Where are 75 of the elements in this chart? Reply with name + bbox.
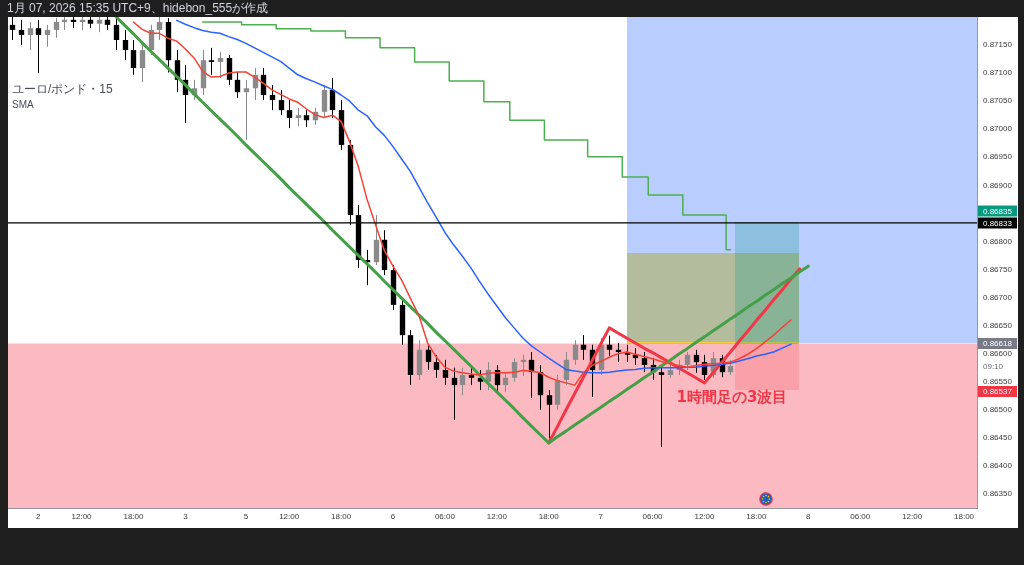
candlestick — [234, 71, 241, 99]
candlestick — [208, 47, 215, 76]
candlestick — [442, 359, 449, 386]
text: 0.86537 — [983, 387, 1013, 397]
x-tick-label: 06:00 — [434, 512, 456, 521]
candlestick — [433, 354, 440, 379]
candlestick — [286, 99, 293, 129]
y-tick-label: 0.86550 — [983, 376, 1013, 386]
candlestick — [9, 17, 16, 41]
text: 1月 07, 2026 15:35 UTC+9、hidebon_555が作成 — [7, 1, 269, 16]
candlestick — [269, 84, 276, 111]
annotation: 1時間足の3波目 — [676, 387, 788, 406]
candlestick — [278, 89, 285, 116]
candlestick — [27, 21, 34, 51]
x-tick-label: 06:00 — [642, 512, 664, 521]
x-tick-label: 12:00 — [694, 512, 716, 521]
candlestick — [459, 367, 466, 396]
x-tick-label: 18:00 — [746, 512, 767, 521]
x-tick-label: 18:00 — [538, 512, 560, 521]
x-tick-label: 6 — [390, 512, 396, 521]
candlestick — [122, 29, 129, 61]
candlestick — [451, 367, 458, 421]
candlestick — [373, 214, 380, 266]
y-tick-label: 0.86500 — [983, 405, 1013, 414]
x-tick-label: 3 — [183, 512, 189, 521]
candlestick — [53, 17, 60, 39]
y-tick-label: 0.87050 — [983, 96, 1013, 106]
y-tick-label: 0.86400 — [983, 461, 1013, 471]
y-tick-label: 0.87100 — [983, 68, 1013, 78]
y-tick-label: 0.86900 — [983, 180, 1013, 190]
candlestick — [243, 79, 250, 141]
candlestick — [130, 39, 137, 76]
x-tick-label: 12:00 — [71, 512, 93, 521]
candlestick — [44, 24, 51, 48]
y-tick-label: 0.86350 — [983, 489, 1013, 499]
candlestick — [113, 17, 120, 51]
text: ユーロ/ポンド・15 — [12, 82, 114, 97]
candlestick — [580, 334, 587, 361]
y-tick-label: 0.86650 — [983, 320, 1013, 330]
candlestick — [139, 44, 146, 83]
y-tick-label: 0.87150 — [983, 40, 1013, 50]
x-tick-label: 5 — [243, 512, 249, 521]
candlestick — [641, 351, 648, 373]
candlestick — [546, 389, 553, 439]
y-tick-label: 0.86950 — [983, 152, 1013, 162]
x-tick-label: 12:00 — [902, 512, 923, 521]
y-tick-label: 0.86700 — [983, 292, 1013, 302]
text: 0.86835 — [983, 206, 1013, 216]
x-tick-label: 18:00 — [123, 512, 145, 521]
candlestick — [156, 17, 163, 41]
candlestick — [35, 19, 42, 74]
band-label: 0.86618 — [983, 339, 1013, 349]
ref-line-label: 0.86833 — [983, 218, 1013, 228]
y-tick-label: 0.86800 — [983, 236, 1013, 246]
y-tick-label: 0.86600 — [983, 348, 1013, 358]
x-tick-label: 18:00 — [331, 512, 352, 521]
candlestick — [502, 371, 509, 393]
candlestick — [572, 339, 579, 366]
x-tick-label: 12:00 — [486, 512, 508, 521]
y-tick-label: 0.86750 — [983, 264, 1013, 274]
annotation: SMA — [12, 98, 34, 110]
x-tick-label: 06:00 — [850, 512, 871, 521]
x-tick-label: 7 — [598, 512, 604, 521]
candlestick — [18, 19, 25, 46]
y-tick-label: 0.86450 — [983, 433, 1013, 443]
candlestick — [425, 344, 432, 371]
x-tick-label: 18:00 — [954, 512, 975, 521]
candlestick — [329, 77, 336, 119]
candlestick — [693, 349, 700, 374]
x-tick-label: 2 — [36, 512, 42, 521]
x-tick-label: 8 — [806, 512, 812, 521]
text: 09:10 — [983, 362, 1004, 372]
x-tick-label: 12:00 — [279, 512, 300, 521]
candlestick — [217, 51, 224, 79]
y-tick-label: 0.87000 — [983, 124, 1013, 134]
